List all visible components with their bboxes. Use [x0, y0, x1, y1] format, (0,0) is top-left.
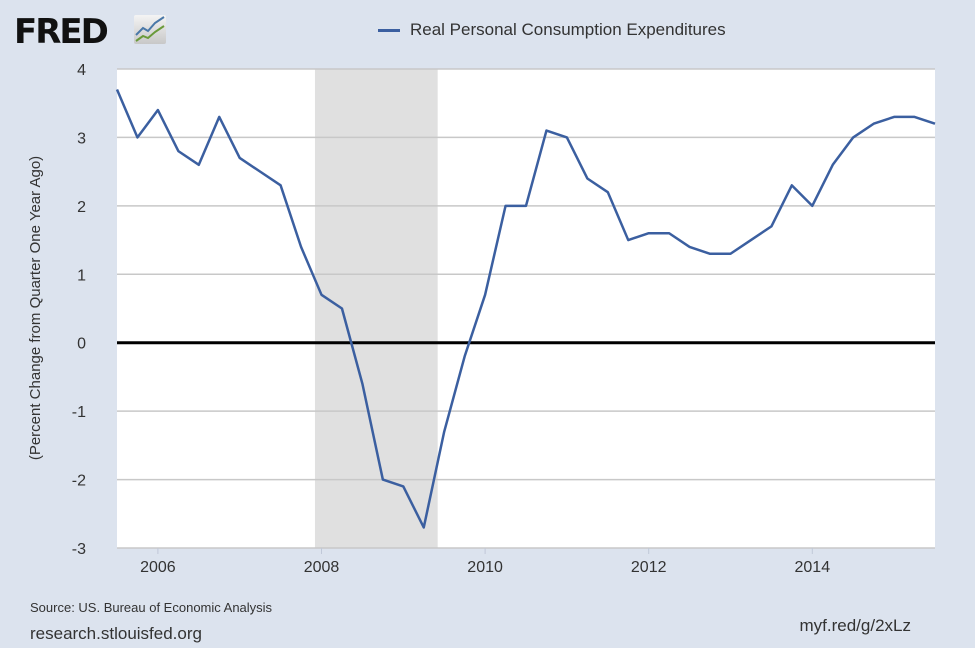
x-tick-label: 2012 [631, 559, 667, 576]
site-link[interactable]: research.stlouisfed.org [30, 624, 202, 643]
y-tick-label: -3 [72, 541, 86, 558]
x-tick-label: 2008 [304, 559, 340, 576]
y-axis-label: (Percent Change from Quarter One Year Ag… [27, 156, 44, 460]
y-tick-label: -1 [72, 404, 86, 421]
legend: Real Personal Consumption Expenditures [378, 20, 726, 40]
legend-swatch [378, 28, 400, 32]
short-url[interactable]: myf.red/g/2xLz [799, 616, 912, 635]
fred-chart-logo-icon [134, 15, 166, 44]
y-tick-label: 0 [77, 336, 86, 353]
source-note: Source: US. Bureau of Economic Analysis [30, 600, 273, 615]
y-tick-label: 1 [77, 267, 86, 284]
x-tick-label: 2006 [140, 559, 176, 576]
y-tick-label: -2 [72, 473, 86, 490]
y-tick-label: 3 [77, 130, 86, 147]
logo-text: FRED [14, 12, 109, 52]
fred-logo[interactable]: FRED [14, 12, 109, 52]
plot-area [117, 69, 935, 548]
y-tick-label: 2 [77, 199, 86, 216]
x-tick-label: 2014 [795, 559, 831, 576]
recession-shade [314, 69, 438, 548]
x-tick-label: 2010 [467, 559, 503, 576]
y-tick-label: 4 [77, 62, 86, 79]
legend-label: Real Personal Consumption Expenditures [410, 20, 726, 39]
